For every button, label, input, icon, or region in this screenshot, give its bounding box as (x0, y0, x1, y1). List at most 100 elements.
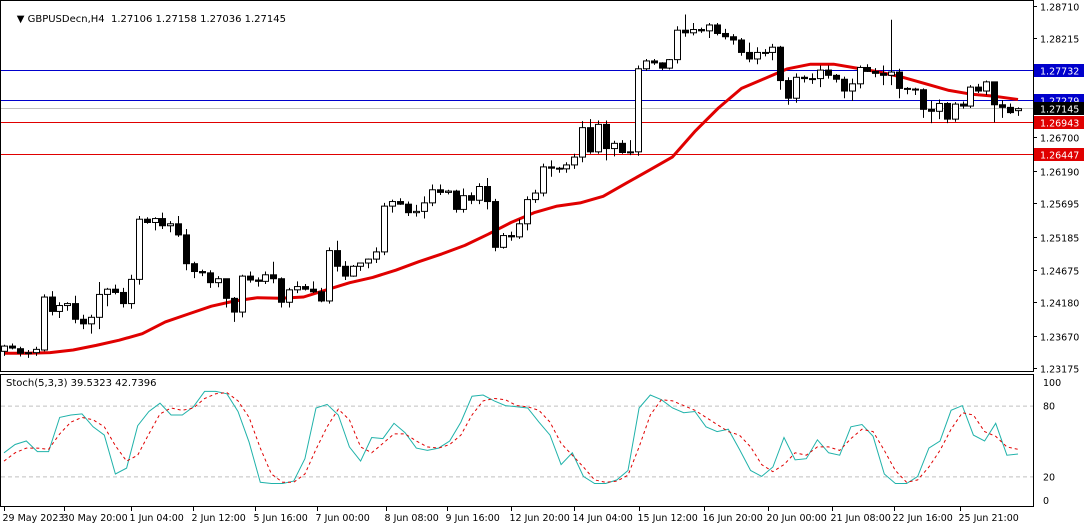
bull-candle (136, 218, 143, 280)
bull-candle (365, 258, 372, 264)
bull-candle (967, 86, 974, 107)
time-tick-label: 29 May 2023 (3, 513, 65, 524)
time-tick-label: 15 Jun 12:00 (638, 513, 698, 524)
bear-candle (144, 218, 151, 223)
bear-candle (112, 288, 119, 293)
bear-candle (318, 291, 325, 302)
bull-candle (809, 78, 816, 81)
bear-candle (1007, 106, 1014, 114)
candlesticks (1, 14, 1022, 358)
bear-candle (714, 24, 721, 34)
bear-candle (231, 297, 238, 313)
time-tick-label: 5 Jun 16:00 (254, 513, 308, 524)
bear-candle (785, 80, 792, 99)
bear-candle (207, 272, 214, 284)
bear-candle (72, 303, 79, 320)
bear-candle (548, 166, 555, 169)
bull-candle (215, 278, 222, 284)
bear-candle (730, 36, 737, 41)
bull-candle (326, 250, 333, 302)
price-tick-label: 1.26190 (1040, 168, 1079, 179)
bull-candle (936, 102, 943, 112)
bull-candle (33, 348, 40, 354)
bull-candle (754, 51, 761, 60)
time-tick-label: 25 Jun 21:00 (959, 513, 1019, 524)
bull-candle (476, 186, 483, 201)
time-tick-label: 12 Jun 20:00 (510, 513, 570, 524)
bear-candle (342, 265, 349, 277)
bull-candle (516, 223, 523, 238)
bear-candle (682, 29, 689, 34)
bull-candle (460, 195, 467, 210)
bull-candle (793, 76, 800, 99)
bear-candle (492, 201, 499, 248)
stoch-tick-label: 20 (1043, 472, 1055, 483)
time-tick-label: 16 Jun 20:00 (703, 513, 763, 524)
bull-candle (421, 202, 428, 212)
price-level-label: 1.26943 (1040, 119, 1079, 130)
bull-candle (56, 305, 63, 312)
bear-candle (175, 223, 182, 236)
bear-candle (746, 51, 753, 60)
bear-candle (801, 76, 808, 80)
bear-candle (17, 348, 24, 354)
bull-candle (540, 166, 547, 194)
bull-candle (888, 71, 895, 76)
bull-candle (88, 316, 95, 325)
moving-average-line (4, 62, 1019, 355)
price-tick-label: 1.28215 (1040, 35, 1079, 46)
ohlc-values: 1.27106 1.27158 1.27036 1.27145 (111, 14, 286, 25)
bear-candle (159, 218, 166, 227)
bear-candle (872, 70, 879, 74)
bear-candle (738, 39, 745, 53)
bear-candle (437, 189, 444, 193)
stochastic-indicator (1, 390, 1033, 484)
triangle-down-icon[interactable]: ▼ (16, 14, 28, 25)
price-axis[interactable]: 1.287101.282151.277001.271901.267001.261… (1033, 3, 1079, 376)
bull-candle (1, 345, 8, 352)
bull-candle (579, 127, 586, 158)
price-tick-label: 1.23175 (1040, 365, 1079, 376)
bear-candle (619, 142, 626, 154)
bear-candle (659, 62, 666, 69)
stoch-tick-label: 0 (1043, 496, 1049, 507)
current-price-tag (1034, 102, 1084, 115)
bear-candle (334, 250, 341, 267)
time-tick-label: 14 Jun 04:00 (573, 513, 633, 524)
bull-candle (286, 289, 293, 303)
bear-candle (880, 72, 887, 76)
bear-candle (9, 345, 16, 349)
bull-candle (500, 235, 507, 248)
bear-candle (841, 78, 848, 92)
bull-candle (769, 46, 776, 53)
bear-candle (453, 190, 460, 210)
bull-candle (41, 296, 48, 351)
bear-candle (777, 46, 784, 82)
bull-candle (524, 199, 531, 225)
time-tick-label: 7 Jun 00:00 (316, 513, 370, 524)
bear-candle (603, 123, 610, 150)
bull-candle (373, 251, 380, 260)
bear-candle (278, 278, 285, 303)
stoch-signal-line (3, 392, 1019, 483)
price-tick-label: 1.23670 (1040, 333, 1079, 344)
bull-candle (611, 142, 618, 150)
bear-candle (833, 74, 840, 80)
bull-candle (239, 275, 246, 313)
bear-candle (928, 108, 935, 112)
bull-candle (762, 51, 769, 54)
bull-candle (532, 192, 539, 201)
price-tick-label: 1.25695 (1040, 200, 1079, 211)
bull-candle (429, 189, 436, 204)
bull-candle (152, 218, 159, 223)
bull-candle (674, 29, 681, 61)
bull-candle (167, 223, 174, 227)
bear-candle (405, 203, 412, 214)
bull-candle (595, 123, 602, 153)
bull-candle (635, 68, 642, 153)
bear-candle (397, 201, 404, 205)
